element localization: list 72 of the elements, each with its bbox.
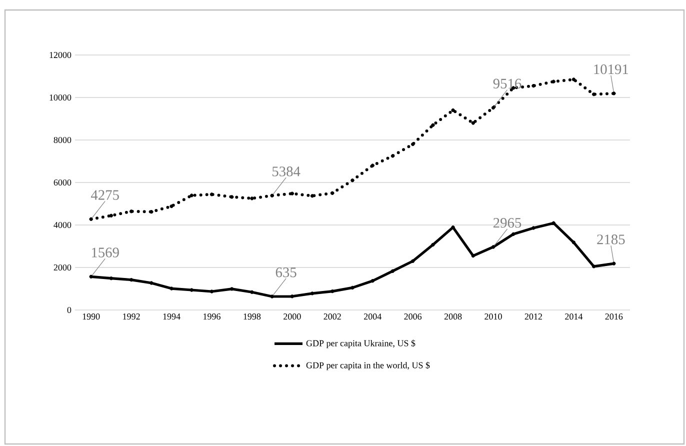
- y-tick-label: 0: [67, 306, 72, 314]
- point: [431, 242, 435, 247]
- x-tick-label: 1996: [204, 314, 220, 320]
- y-tick-label: 2000: [54, 264, 72, 271]
- y-tick-label: 12000: [50, 52, 72, 58]
- point: [290, 192, 294, 196]
- x-tick-label: 2004: [364, 314, 382, 320]
- x-tick-label: 1994: [163, 314, 180, 320]
- annotation: 635: [276, 268, 296, 278]
- point: [250, 196, 254, 200]
- point: [370, 279, 374, 283]
- x-tick-label: 2008: [444, 314, 462, 320]
- x-tick-label: 2010: [484, 314, 502, 320]
- point: [390, 269, 395, 273]
- point: [230, 287, 234, 291]
- point: [431, 123, 435, 127]
- y-tick-label: 6000: [54, 179, 72, 186]
- annotation: 4275: [90, 190, 119, 200]
- point: [150, 281, 154, 285]
- legend-label: GDP per capita in the world, US $: [306, 362, 430, 370]
- point: [290, 294, 294, 298]
- point: [612, 262, 616, 266]
- point: [190, 288, 194, 292]
- point: [471, 254, 475, 258]
- x-tick-label: 2012: [524, 314, 542, 320]
- point: [471, 121, 475, 125]
- y-tick-label: 8000: [54, 136, 72, 144]
- x-tick-label: 2000: [284, 314, 301, 320]
- point: [451, 108, 455, 112]
- point: [109, 214, 114, 218]
- point: [350, 178, 354, 182]
- x-tick-label: 1992: [123, 314, 140, 320]
- x-tick-label: 2006: [404, 314, 422, 320]
- annotation: 9516: [493, 78, 522, 88]
- point: [532, 226, 536, 230]
- point: [410, 142, 415, 146]
- point: [612, 92, 616, 96]
- annotation: 2965: [493, 218, 522, 228]
- point: [370, 164, 374, 168]
- point: [390, 154, 395, 158]
- point: [230, 195, 234, 199]
- point: [89, 217, 93, 221]
- point: [250, 290, 254, 294]
- point: [270, 194, 274, 198]
- point: [491, 245, 496, 249]
- annotation: 2185: [597, 234, 625, 244]
- point: [170, 204, 174, 208]
- annotation: 5384: [272, 166, 300, 176]
- point: [190, 194, 194, 198]
- point: [512, 232, 516, 236]
- y-tick-label: 10000: [50, 94, 72, 101]
- point: [270, 294, 274, 298]
- point: [572, 240, 576, 244]
- point: [330, 289, 334, 294]
- x-tick-label: 2014: [565, 314, 583, 320]
- x-tick-label: 1990: [82, 314, 100, 320]
- point: [572, 78, 576, 82]
- y-tick-label: 4000: [54, 222, 72, 228]
- x-tick-label: 2016: [605, 314, 623, 320]
- point: [350, 286, 354, 290]
- point: [491, 106, 496, 110]
- annotation: 1569: [92, 248, 119, 258]
- annotation: 10191: [594, 64, 628, 74]
- x-tick-label: 2002: [324, 314, 341, 320]
- point: [330, 191, 334, 195]
- point: [552, 80, 556, 84]
- point: [410, 259, 415, 263]
- point: [170, 286, 174, 290]
- legend-label: GDP per capita Ukraine, US $: [306, 340, 416, 348]
- point: [89, 274, 93, 278]
- point: [150, 210, 154, 214]
- x-tick-label: 1998: [244, 314, 261, 320]
